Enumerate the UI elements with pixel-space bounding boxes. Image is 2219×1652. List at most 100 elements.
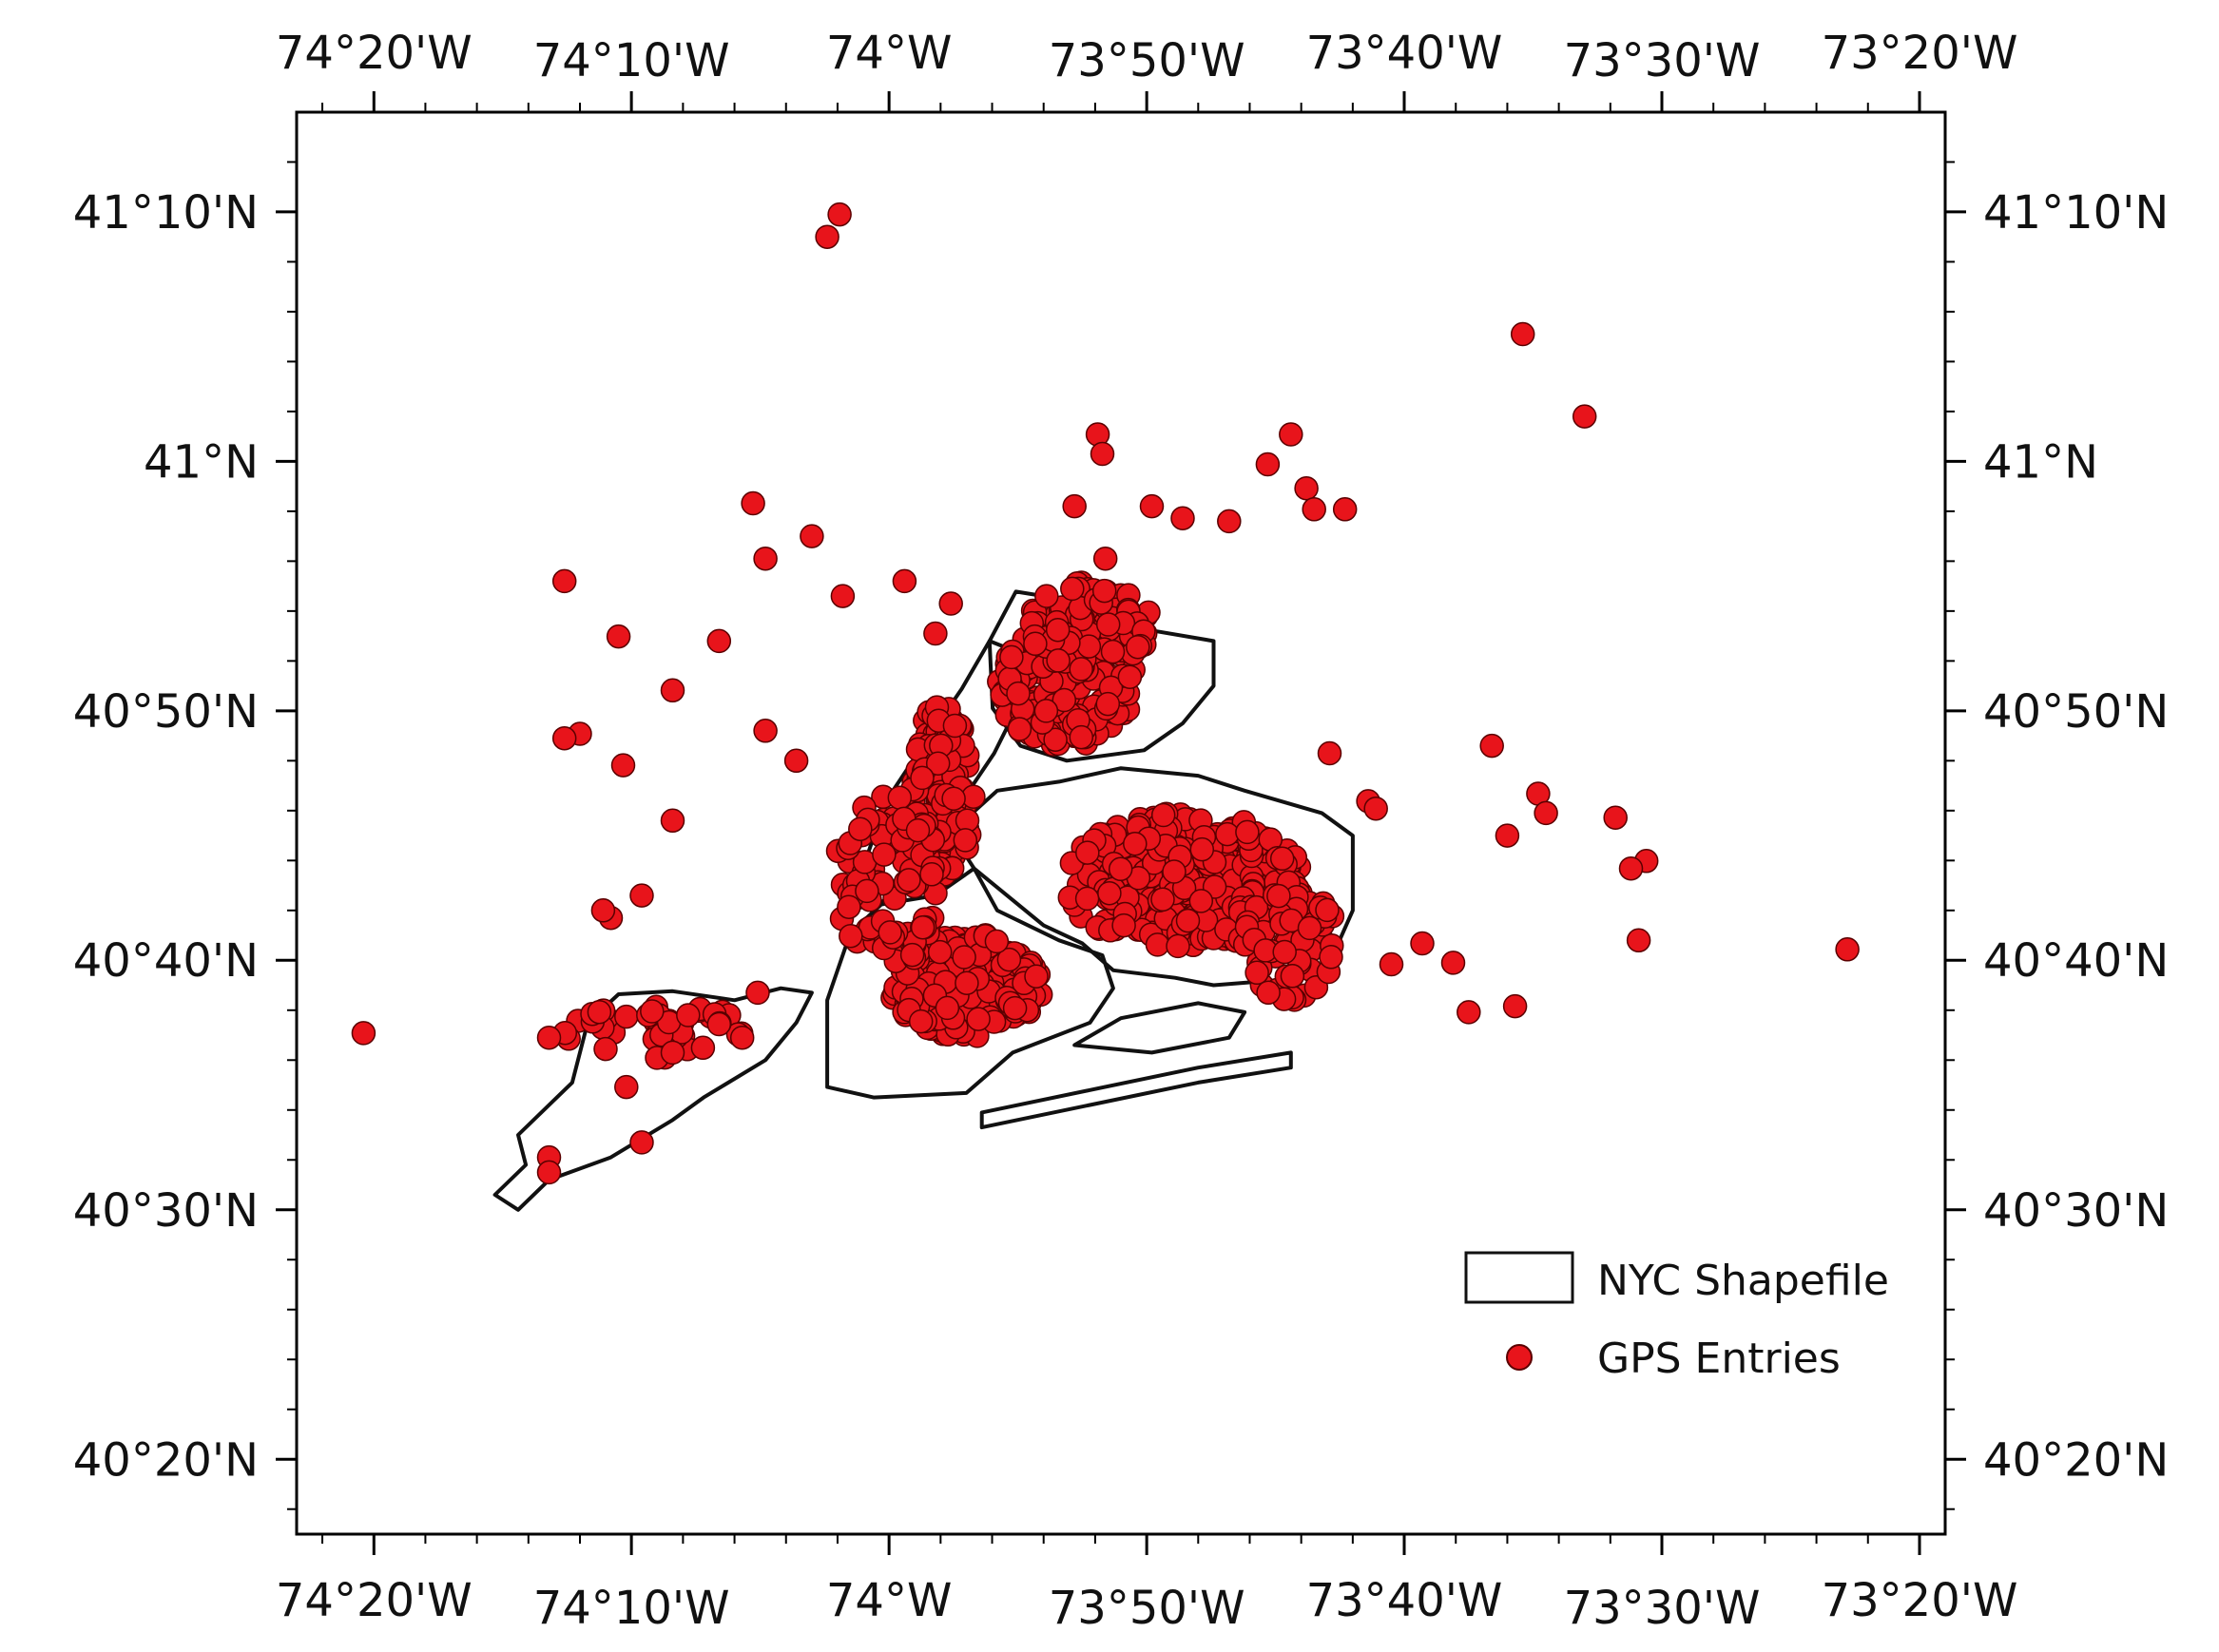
gps-entry-point — [660, 808, 685, 834]
gps-entry-point — [1266, 883, 1291, 909]
gps-entry-point — [1092, 546, 1118, 571]
gps-entry-point — [1410, 931, 1435, 956]
gps-entry-point — [536, 1025, 562, 1050]
gps-entry-point — [887, 785, 913, 810]
gps-entries-layer — [351, 202, 1860, 1185]
gps-entry-point — [593, 1036, 618, 1062]
gps-entry-point — [1002, 995, 1028, 1021]
gps-entry-point — [1111, 912, 1136, 938]
gps-entry-point — [910, 765, 935, 791]
gps-entry-point — [966, 1007, 991, 1031]
lat-tick-label-left: 41°N — [144, 435, 259, 489]
gps-entry-point — [660, 1040, 685, 1066]
gps-entry-point — [1440, 951, 1466, 975]
gps-entry-point — [910, 914, 936, 940]
gps-entry-point — [1074, 886, 1100, 912]
lat-tick-label-right: 40°20'N — [1983, 1433, 2169, 1487]
gps-entry-point — [551, 725, 577, 751]
gps-entry-point — [1100, 639, 1126, 664]
lon-tick-label-top: 74°10'W — [533, 34, 730, 87]
gps-entry-point — [1255, 451, 1281, 477]
gps-entry-point — [1188, 889, 1214, 913]
gps-entry-point — [905, 817, 931, 843]
lon-tick-label-top: 74°W — [826, 27, 953, 80]
lon-tick-label-bottom: 73°30'W — [1564, 1582, 1761, 1635]
gps-entry-point — [1626, 928, 1651, 953]
gps-entry-point — [1126, 634, 1150, 660]
gps-entry-point — [1091, 578, 1117, 604]
shapefile-rockaway — [979, 1050, 1293, 1130]
gps-entry-point — [1280, 964, 1305, 989]
gps-entry-point — [1076, 634, 1102, 659]
gps-entry-point — [536, 1160, 562, 1185]
gps-entry-point — [1379, 951, 1404, 977]
lat-tick-label-right: 40°30'N — [1983, 1184, 2169, 1238]
axis-tick-labels: 74°20'W 74°20'W 74°10'W 74°10'W 74°W 74°W 73°5… — [73, 27, 2170, 1635]
lon-tick-label-top: 73°30'W — [1564, 34, 1761, 87]
gps-entry-point — [629, 883, 654, 908]
gps-entry-point — [919, 862, 944, 887]
gps-entry-point — [587, 999, 612, 1025]
lat-tick-label-left: 40°40'N — [73, 934, 259, 988]
gps-entry-point — [953, 828, 978, 853]
legend-shapefile-swatch — [1464, 1251, 1574, 1304]
gps-entry-point — [1090, 441, 1115, 467]
gps-entry-point — [1166, 933, 1190, 959]
gps-entry-point — [640, 999, 665, 1024]
gps-entry-point — [815, 224, 839, 249]
lat-tick-label-left: 40°30'N — [73, 1184, 259, 1238]
gps-entry-point — [1502, 993, 1528, 1019]
gps-entry-point — [925, 751, 951, 776]
gps-entry-point — [551, 568, 577, 594]
gps-entry-point — [1245, 960, 1269, 986]
lon-tick-label-bottom: 74°10'W — [533, 1582, 730, 1635]
gps-entry-point — [1034, 584, 1059, 608]
gps-entry-point — [892, 568, 917, 594]
gps-entry-point — [1510, 321, 1535, 347]
gps-entry-point — [923, 621, 948, 646]
lat-tick-label-left: 40°20'N — [73, 1433, 259, 1487]
gps-entry-point — [1835, 937, 1860, 962]
gps-entry-point — [1175, 908, 1201, 933]
gps-entry-point — [999, 644, 1024, 670]
gps-entry-point — [614, 1074, 639, 1100]
gps-entry-point — [741, 490, 765, 516]
gps-entry-point — [837, 894, 861, 919]
gps-entry-point — [938, 591, 963, 616]
gps-entry-point — [1534, 800, 1558, 826]
gps-entry-point — [1319, 945, 1343, 970]
gps-entry-point — [676, 1003, 701, 1028]
gps-entry-point — [1095, 612, 1121, 637]
gps-entry-point — [1479, 733, 1504, 759]
axis-ticks — [276, 91, 1966, 1555]
shapefile-jamaica-bay — [1072, 1001, 1247, 1055]
gps-entry-point — [1162, 859, 1187, 884]
lat-tick-label-right: 40°50'N — [1983, 685, 2169, 739]
shapefile-queens — [949, 766, 1355, 988]
gps-entry-point — [952, 945, 976, 970]
gps-entry-point — [1269, 846, 1295, 872]
gps-entry-point — [942, 713, 968, 739]
gps-entry-point — [897, 868, 921, 893]
gps-entry-point — [1145, 932, 1170, 957]
gps-entry-point — [1297, 915, 1322, 941]
gps-entry-point — [984, 929, 1010, 954]
gps-entry-point — [855, 878, 879, 904]
legend-gps-label: GPS Entries — [1597, 1335, 1841, 1383]
gps-entry-point — [1023, 631, 1048, 657]
legend-shapefile-label: NYC Shapefile — [1597, 1257, 1889, 1305]
gps-entry-point — [660, 678, 685, 703]
gps-entry-point — [1189, 836, 1215, 862]
gps-entry-point — [839, 923, 863, 949]
legend: NYC Shapefile GPS Entries — [1464, 1251, 1889, 1383]
gps-entry-point — [706, 628, 732, 654]
lon-tick-label-bottom: 73°20'W — [1822, 1574, 2018, 1627]
gps-entry-point — [1302, 497, 1326, 522]
lat-tick-label-left: 41°10'N — [73, 186, 259, 240]
lon-tick-label-bottom: 74°20'W — [276, 1574, 473, 1627]
lon-tick-label-top: 74°20'W — [276, 27, 473, 80]
legend-gps-marker — [1506, 1344, 1533, 1371]
gps-entry-point — [1046, 648, 1071, 673]
gps-entry-point — [1294, 475, 1319, 501]
